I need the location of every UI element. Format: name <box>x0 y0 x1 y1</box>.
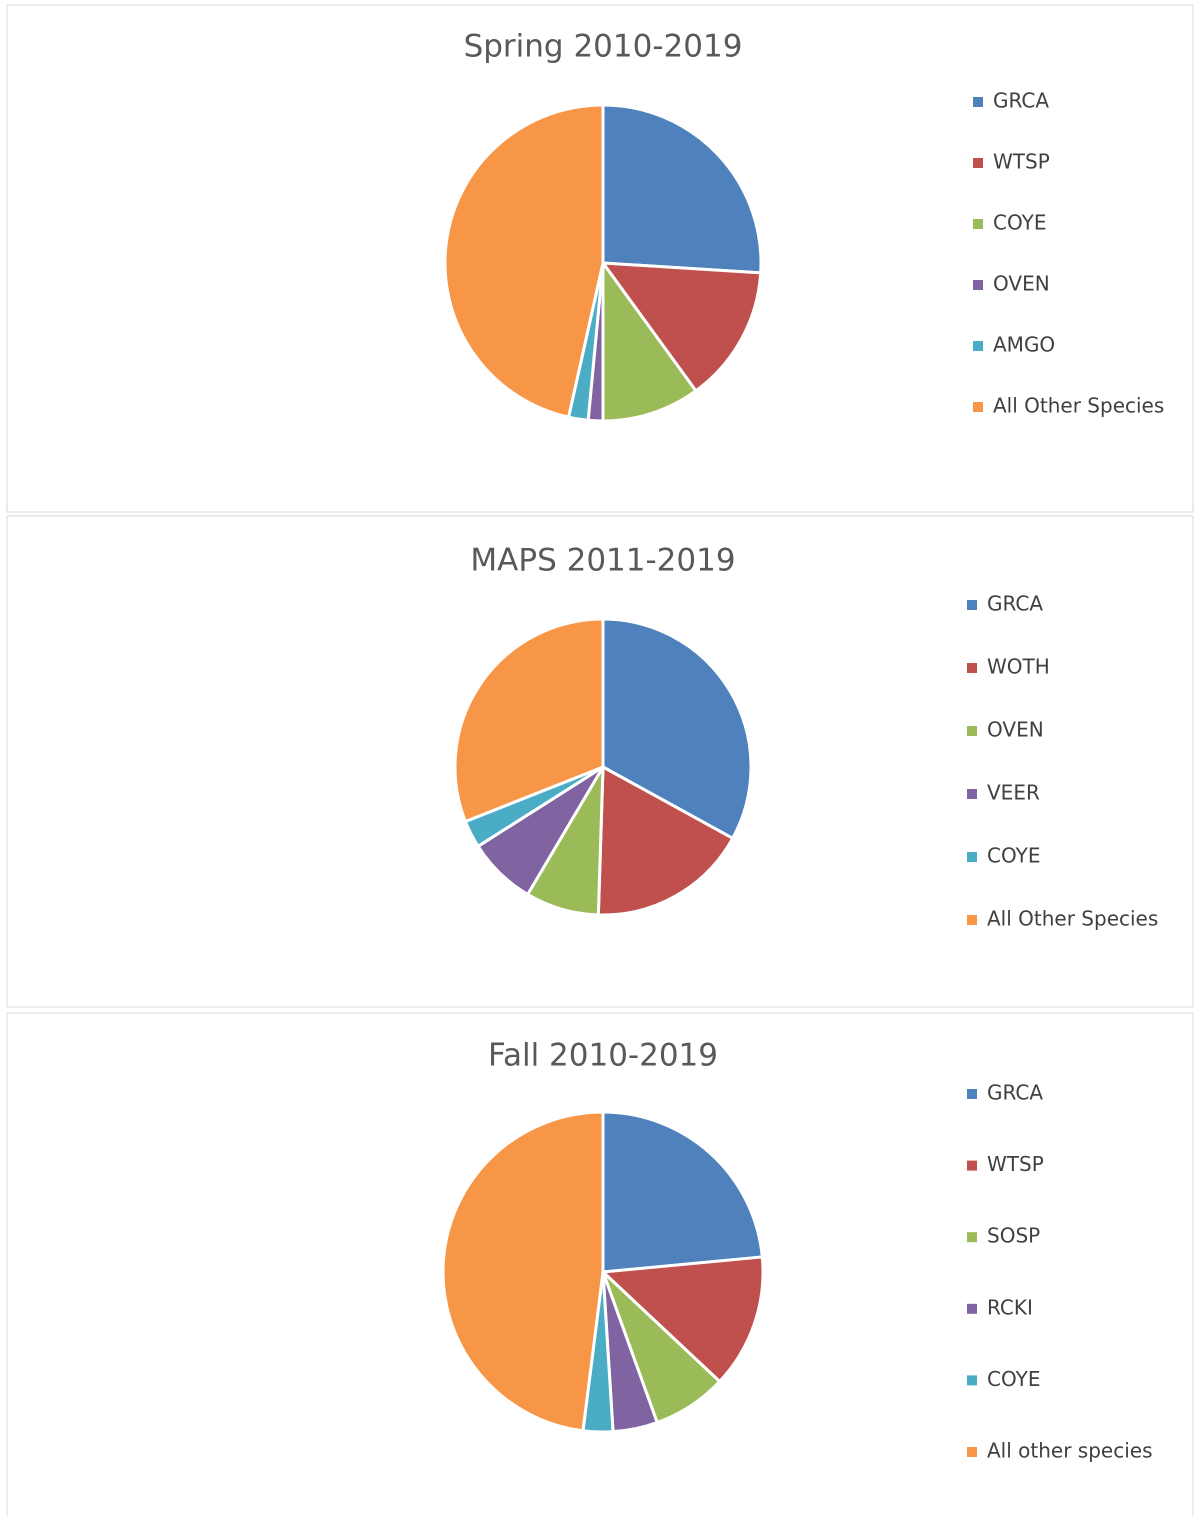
legend-swatch <box>967 915 977 925</box>
pie-slice <box>453 617 605 823</box>
legend-label: WOTH <box>987 655 1050 679</box>
legend-swatch <box>967 1447 977 1457</box>
chart-title: MAPS 2011-2019 <box>470 543 735 579</box>
legend-label: GRCA <box>987 1081 1043 1105</box>
legend-label: WTSP <box>993 150 1050 174</box>
legend-swatch <box>967 1375 977 1386</box>
legend-label: GRCA <box>993 89 1049 113</box>
legend-swatch <box>967 1232 977 1243</box>
legend-swatch <box>967 663 977 673</box>
chart-title: Spring 2010-2019 <box>464 29 743 65</box>
legend-label: OVEN <box>987 718 1044 742</box>
legend-swatch <box>967 1089 977 1099</box>
legend-swatch <box>973 158 983 168</box>
legend-swatch <box>973 280 983 290</box>
legend-swatch <box>973 402 983 412</box>
legend-label: All Other Species <box>993 394 1164 418</box>
pie-slice <box>441 1110 605 1433</box>
legend-label: WTSP <box>987 1152 1044 1176</box>
legend-swatch <box>967 1303 977 1314</box>
pie-slice <box>601 103 763 275</box>
legend-label: OVEN <box>993 272 1050 296</box>
legend-label: All Other Species <box>987 907 1158 931</box>
legend-label: SOSP <box>987 1224 1040 1248</box>
legend-swatch <box>967 600 977 610</box>
pie-slice <box>601 261 698 423</box>
legend-label: VEER <box>987 781 1040 805</box>
legend-label: COYE <box>987 844 1040 868</box>
legend-label: COYE <box>993 211 1046 235</box>
legend-swatch <box>973 97 983 107</box>
pie-slice <box>443 103 605 419</box>
legend-label: RCKI <box>987 1295 1033 1319</box>
pie-slice <box>601 617 753 840</box>
legend-label: All other species <box>987 1439 1153 1463</box>
pie-slice <box>601 1255 765 1384</box>
legend-label: GRCA <box>987 592 1043 616</box>
legend-swatch <box>973 341 983 351</box>
legend-label: AMGO <box>993 333 1055 357</box>
legend-swatch <box>967 726 977 736</box>
legend-swatch <box>967 1160 977 1171</box>
pie-slice <box>601 1110 764 1274</box>
legend-swatch <box>967 789 977 799</box>
legend-label: COYE <box>987 1367 1040 1391</box>
legend-swatch <box>973 219 983 229</box>
chart-title: Fall 2010-2019 <box>488 1038 718 1074</box>
pie-slice <box>596 765 735 917</box>
legend-swatch <box>967 852 977 862</box>
pie-slice <box>601 261 763 393</box>
